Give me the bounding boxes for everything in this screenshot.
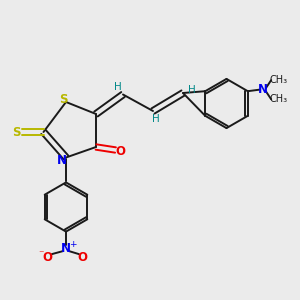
Text: H: H: [114, 82, 122, 92]
Text: S: S: [59, 93, 67, 106]
Text: O: O: [77, 251, 88, 264]
Text: H: H: [152, 114, 160, 124]
Text: N: N: [258, 83, 268, 96]
Text: O: O: [115, 145, 125, 158]
Text: ⁻: ⁻: [38, 250, 44, 260]
Text: N: N: [61, 242, 71, 255]
Text: N: N: [56, 154, 67, 167]
Text: O: O: [42, 251, 52, 264]
Text: H: H: [188, 85, 195, 95]
Text: CH₃: CH₃: [270, 94, 288, 104]
Text: +: +: [69, 240, 76, 249]
Text: S: S: [12, 125, 21, 139]
Text: CH₃: CH₃: [270, 75, 288, 85]
